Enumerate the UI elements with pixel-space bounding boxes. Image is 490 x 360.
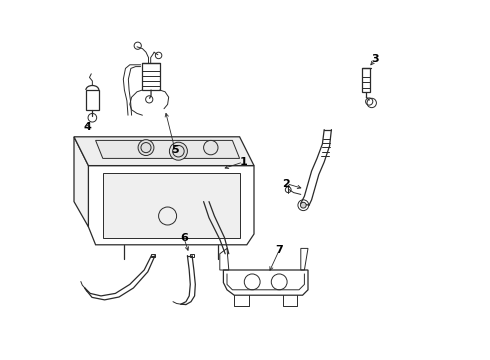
Bar [86, 90, 99, 110]
Text: 4: 4 [83, 122, 91, 132]
Text: 2: 2 [283, 179, 290, 189]
Bar [190, 254, 194, 257]
Bar [363, 68, 370, 92]
Circle shape [170, 142, 187, 160]
Text: 3: 3 [371, 54, 379, 64]
Text: 6: 6 [180, 233, 188, 243]
Bar [151, 254, 155, 257]
Polygon shape [103, 173, 240, 238]
Circle shape [204, 140, 218, 155]
Text: 7: 7 [275, 245, 283, 255]
Text: 5: 5 [172, 145, 179, 156]
Polygon shape [74, 137, 88, 227]
Circle shape [138, 140, 154, 156]
Polygon shape [74, 137, 254, 166]
Text: 1: 1 [239, 157, 247, 167]
Bar [143, 63, 160, 90]
Polygon shape [96, 140, 240, 158]
Circle shape [300, 202, 306, 208]
